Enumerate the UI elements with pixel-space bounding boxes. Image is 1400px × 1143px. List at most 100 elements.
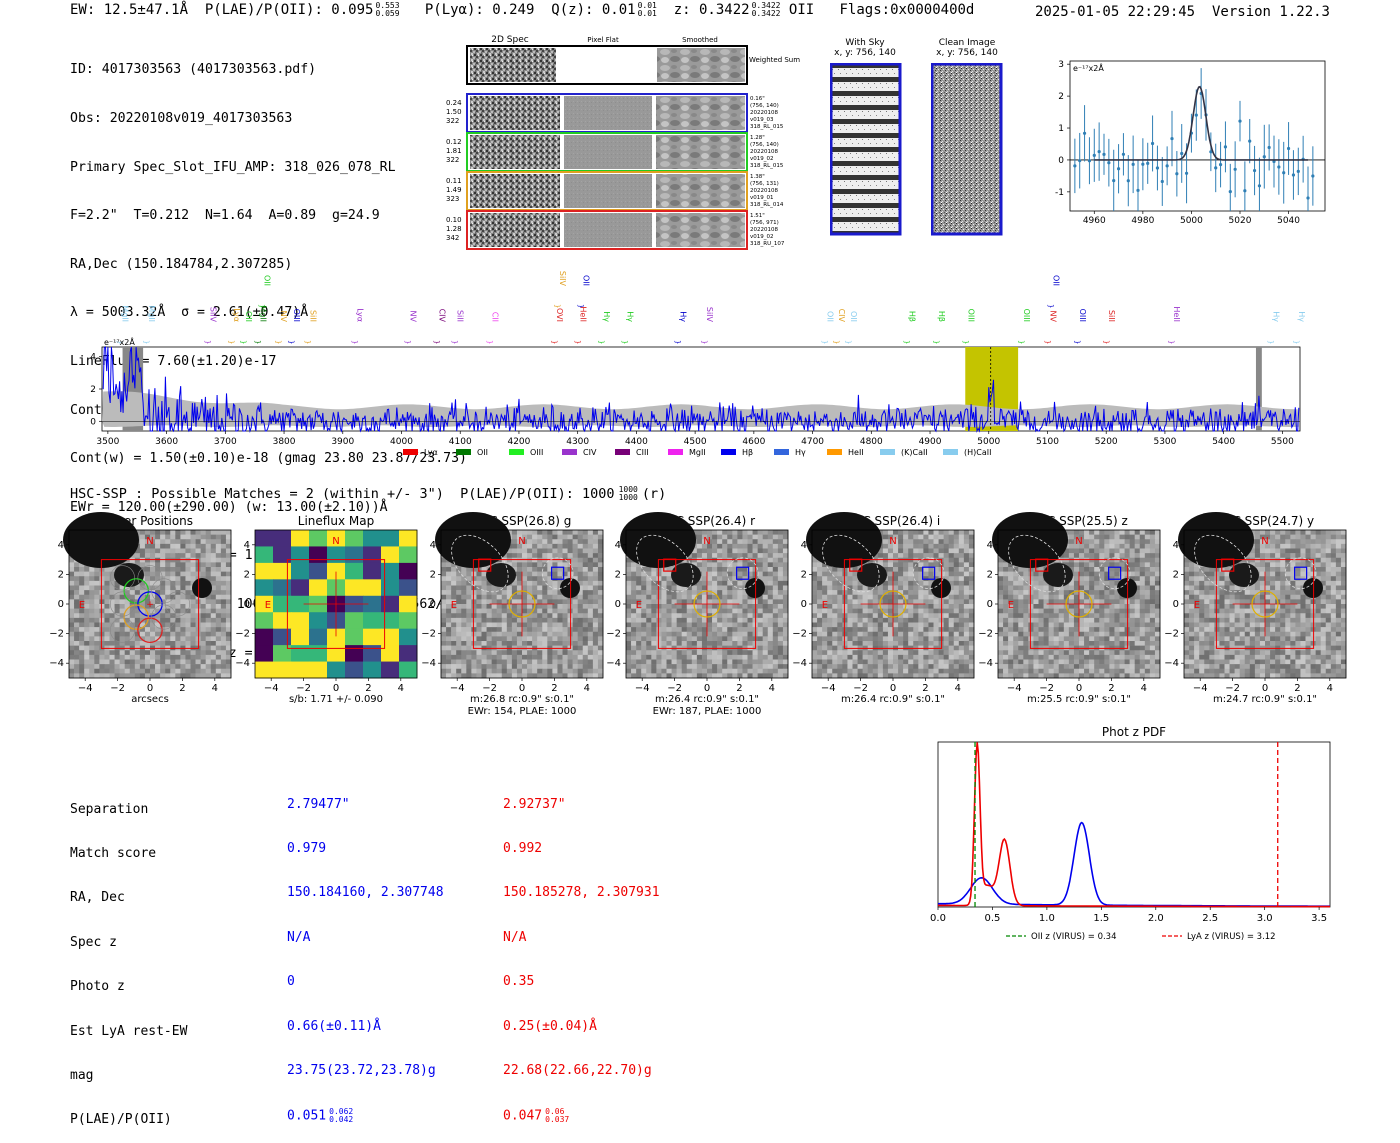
data-point (1238, 120, 1241, 123)
image-pixel (908, 641, 913, 646)
image-pixel (637, 636, 642, 641)
image-pixel (626, 627, 631, 632)
image-pixel (160, 553, 165, 558)
image-pixel (682, 655, 687, 660)
image-pixel (738, 530, 743, 535)
image-pixel (753, 535, 758, 540)
image-pixel (598, 604, 603, 609)
image-pixel (883, 539, 888, 544)
image-pixel (1145, 544, 1150, 549)
image-pixel (718, 636, 723, 641)
image-pixel (817, 636, 822, 641)
image-pixel (592, 599, 597, 604)
image-pixel (496, 669, 501, 674)
image-pixel (817, 660, 822, 665)
flux-pixel (291, 612, 310, 629)
image-pixel (939, 544, 944, 549)
image-pixel (216, 623, 221, 628)
image-pixel (783, 535, 788, 540)
image-pixel (827, 632, 832, 637)
image-pixel (631, 660, 636, 665)
y-tick-label: 0 (243, 599, 249, 610)
image-pixel (954, 567, 959, 572)
image-pixel (964, 586, 969, 591)
image-pixel (893, 609, 898, 614)
image-pixel (135, 664, 140, 669)
image-pixel (763, 544, 768, 549)
image-pixel (216, 567, 221, 572)
image-pixel (883, 618, 888, 623)
cutout-left-stat: 1.49 (446, 186, 462, 194)
image-pixel (552, 669, 557, 674)
image-pixel (949, 530, 954, 535)
image-pixel (466, 660, 471, 665)
image-pixel (221, 590, 226, 595)
flux-pixel (255, 645, 274, 662)
image-pixel (461, 655, 466, 660)
image-pixel (206, 609, 211, 614)
image-pixel (748, 636, 753, 641)
image-pixel (598, 576, 603, 581)
image-pixel (598, 539, 603, 544)
image-pixel (120, 655, 125, 660)
image-pixel (697, 660, 702, 665)
image-pixel (216, 590, 221, 595)
image-pixel (969, 539, 974, 544)
image-pixel (79, 636, 84, 641)
image-pixel (908, 664, 913, 669)
image-pixel (557, 530, 562, 535)
image-pixel (527, 558, 532, 563)
image-pixel (446, 576, 451, 581)
y-tick-label: 0 (1058, 156, 1064, 166)
image-pixel (572, 618, 577, 623)
image-pixel (783, 627, 788, 632)
image-pixel (626, 609, 631, 614)
image-pixel (959, 609, 964, 614)
image-pixel (104, 604, 109, 609)
image-pixel (631, 669, 636, 674)
image-pixel (723, 586, 728, 591)
image-pixel (577, 623, 582, 628)
image-pixel (677, 664, 682, 669)
image-pixel (185, 535, 190, 540)
data-point (1277, 165, 1280, 168)
image-pixel (848, 664, 853, 669)
image-pixel (140, 553, 145, 558)
image-pixel (481, 669, 486, 674)
image-pixel (547, 544, 552, 549)
image-pixel (84, 567, 89, 572)
image-pixel (446, 595, 451, 600)
x-tick-label: 2 (551, 683, 557, 694)
image-pixel (832, 660, 837, 665)
image-pixel (537, 655, 542, 660)
image-pixel (598, 655, 603, 660)
image-pixel (969, 590, 974, 595)
flux-pixel (399, 546, 418, 563)
image-pixel (84, 627, 89, 632)
image-pixel (587, 544, 592, 549)
image-pixel (552, 530, 557, 535)
image-pixel (773, 572, 778, 577)
image-pixel (155, 562, 160, 567)
image-pixel (471, 609, 476, 614)
image-pixel (778, 553, 783, 558)
flux-pixel (345, 546, 364, 563)
image-pixel (733, 595, 738, 600)
image-pixel (843, 664, 848, 669)
image-pixel (728, 618, 733, 623)
with-sky-image (830, 63, 902, 236)
spectral-line-brace: } (254, 340, 262, 344)
image-pixel (155, 669, 160, 674)
image-pixel (577, 669, 582, 674)
image-pixel (913, 599, 918, 604)
image-pixel (115, 623, 120, 628)
image-pixel (969, 544, 974, 549)
image-pixel (898, 535, 903, 540)
image-pixel (843, 618, 848, 623)
image-pixel (552, 590, 557, 595)
image-pixel (456, 660, 461, 665)
image-pixel (848, 660, 853, 665)
image-pixel (456, 664, 461, 669)
image-pixel (702, 609, 707, 614)
image-pixel (582, 613, 587, 618)
